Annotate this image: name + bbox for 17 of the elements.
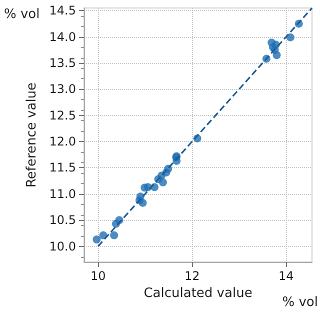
y-tick-label: 10.0: [49, 239, 76, 254]
y-tick-label: 11.0: [49, 186, 76, 201]
y-tick-label: 13.0: [49, 82, 76, 96]
y-tick-label: 12.5: [49, 108, 76, 122]
text: % vol: [4, 7, 40, 22]
y-tick-label: 10.5: [49, 213, 76, 228]
x-tick-label: 10: [90, 269, 106, 283]
y-tick-label: 13.5: [49, 56, 76, 70]
x-tick-label: 14: [278, 269, 294, 283]
y-axis-title: Reference value: [24, 82, 40, 188]
text: % vol: [282, 295, 318, 310]
x-axis-title: Calculated value: [144, 286, 252, 301]
x-tick-label: 12: [184, 269, 200, 283]
y-tick-label: 11.5: [49, 160, 76, 175]
y-tick-label: 12.0: [49, 134, 76, 149]
y-tick-label: 14.0: [49, 30, 76, 44]
y-tick-label: 14.5: [49, 4, 76, 18]
